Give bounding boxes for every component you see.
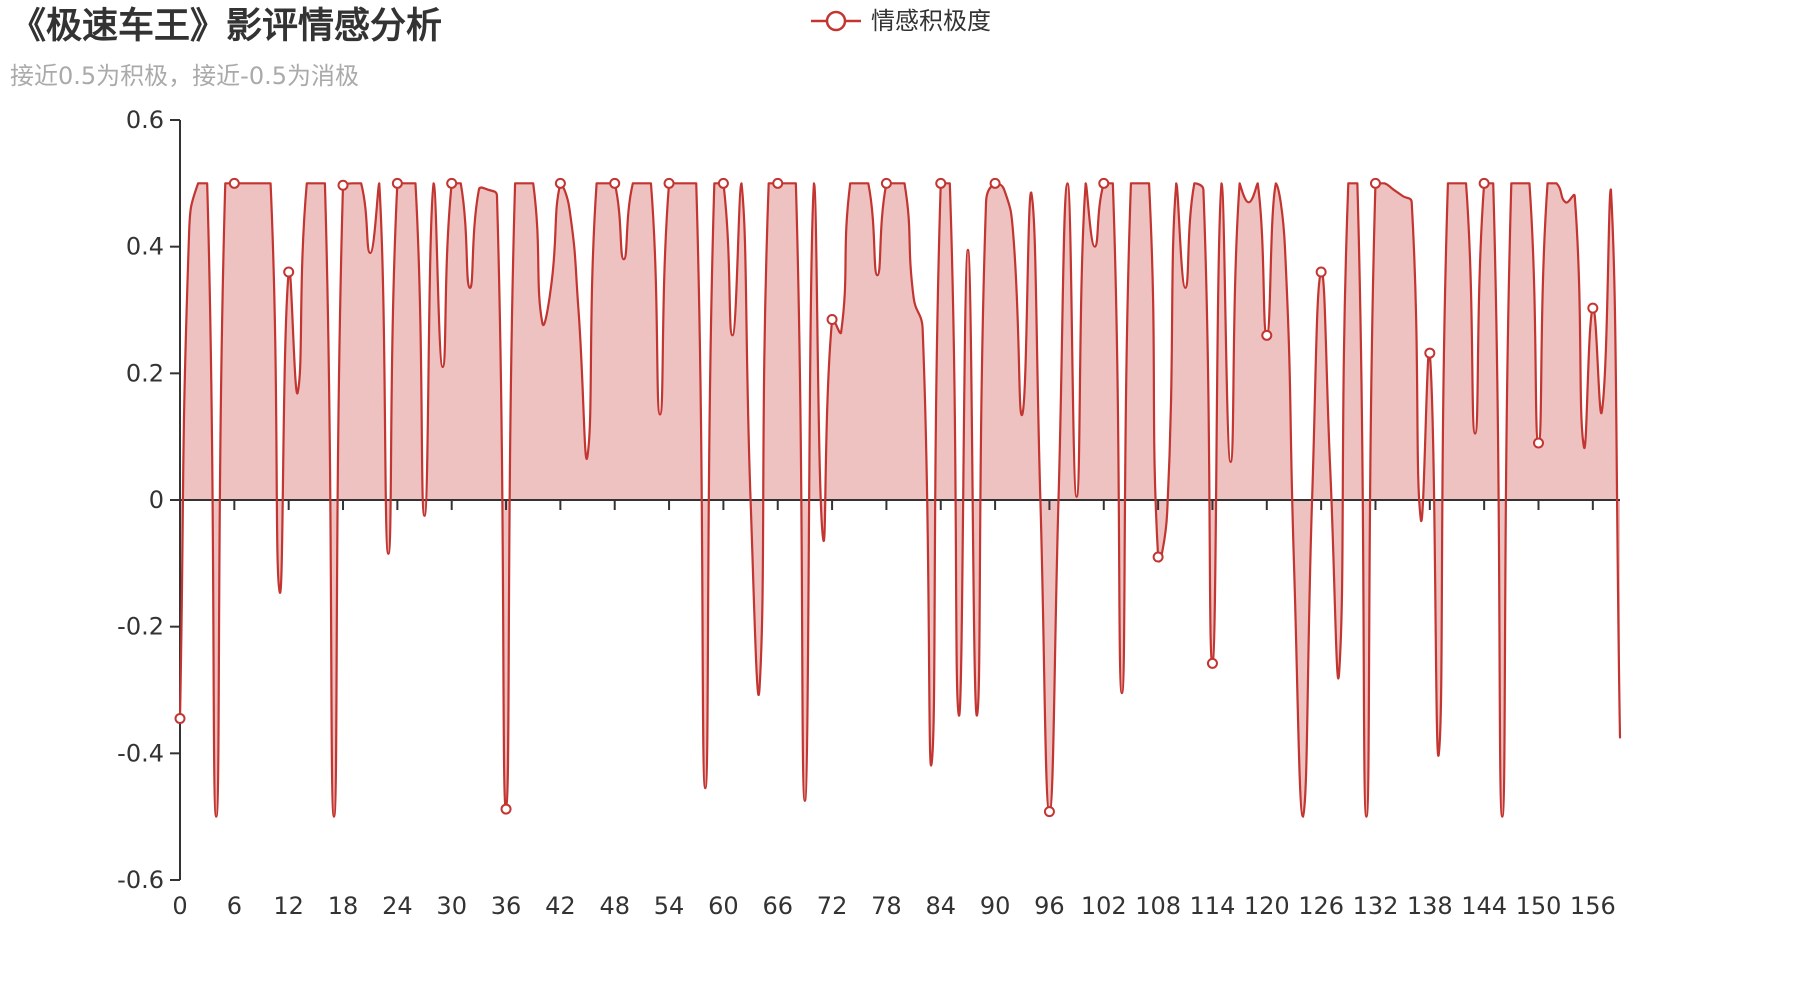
x-tick-label: 120 [1244,892,1290,920]
data-point-marker [1043,806,1055,818]
x-axis: 0 6 12 18 24 30 36 42 48 54 60 66 72 78 84 90 96 102 108 11… [172,499,1620,920]
y-tick-label: -0.2 [117,613,164,641]
y-axis-ticks: 0.6 0.4 0.2 0 -0.2 -0.4 -0.6 [117,106,180,894]
data-point-marker [1587,302,1599,314]
data-point-marker [772,177,784,189]
data-point-marker [1478,177,1490,189]
x-tick-label: 108 [1135,892,1181,920]
data-point-marker [663,177,675,189]
x-axis-ticks: 0 6 12 18 24 30 36 42 48 54 60 66 72 78 84 90 96 102 108 11… [172,500,1616,920]
data-point-marker [1532,437,1544,449]
x-tick-label: 36 [491,892,522,920]
data-point-marker [826,314,838,325]
x-tick-label: 84 [925,892,956,920]
x-tick-label: 78 [871,892,902,920]
y-tick-label: -0.4 [117,739,164,767]
data-point-marker [500,803,512,815]
x-tick-label: 156 [1570,892,1616,920]
y-tick-label: 0.2 [126,359,164,387]
x-tick-label: 0 [172,892,187,920]
data-point-marker [446,177,458,189]
x-tick-label: 18 [328,892,359,920]
data-point-marker [228,177,240,189]
data-point-marker [1261,329,1273,341]
y-tick-label: -0.6 [117,866,164,894]
data-point-marker [717,177,729,189]
x-tick-label: 24 [382,892,413,920]
x-tick-label: 12 [273,892,304,920]
x-tick-label: 90 [980,892,1011,920]
data-point-marker [935,177,947,189]
data-point-marker [989,177,1001,189]
x-tick-label: 132 [1353,892,1399,920]
legend-label: 情感积极度 [871,7,991,35]
data-point-marker [609,177,621,189]
x-tick-label: 96 [1034,892,1065,920]
y-tick-label: 0.4 [126,233,164,261]
chart-title: 《极速车王》影评情感分析 [10,6,442,47]
x-tick-label: 126 [1298,892,1344,920]
legend-item[interactable]: 情感积极度 [811,7,991,35]
x-tick-label: 6 [227,892,242,920]
x-tick-label: 42 [545,892,576,920]
data-point-marker [554,177,566,189]
data-point-marker [1315,266,1327,278]
x-tick-label: 150 [1516,892,1562,920]
x-tick-label: 30 [436,892,467,920]
data-point-marker [337,179,349,191]
data-point-marker [174,713,186,724]
y-tick-label: 0.6 [126,106,164,134]
data-markers [174,177,1599,818]
x-tick-label: 138 [1407,892,1453,920]
data-point-marker [1369,177,1381,189]
data-point-marker [880,177,892,189]
chart-subtitle: 接近0.5为积极，接近-0.5为消极 [10,62,359,90]
x-tick-label: 60 [708,892,739,920]
series-layer [174,177,1622,818]
x-tick-label: 66 [762,892,793,920]
data-point-marker [1424,347,1436,359]
legend-empty-circle-icon [825,10,847,32]
data-point-marker [1206,657,1218,669]
x-tick-label: 114 [1190,892,1236,920]
data-point-marker [1098,177,1110,189]
x-tick-label: 72 [817,892,848,920]
x-tick-label: 48 [599,892,630,920]
x-tick-label: 144 [1461,892,1507,920]
data-point-marker [283,266,295,278]
x-tick-label: 54 [654,892,685,920]
x-tick-label: 102 [1081,892,1127,920]
y-tick-label: 0 [149,486,164,514]
data-point-marker [391,177,403,189]
data-point-marker [1152,551,1164,563]
